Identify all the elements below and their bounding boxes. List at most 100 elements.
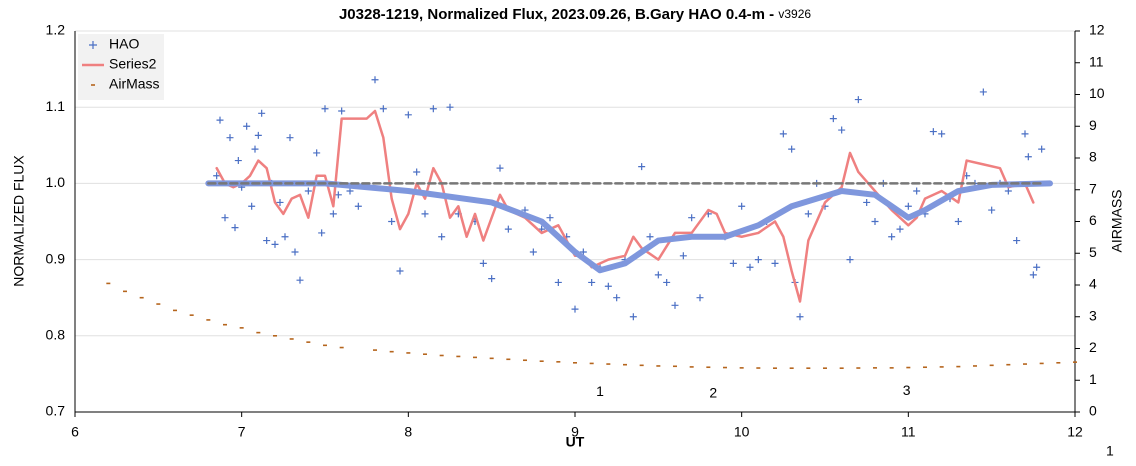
data-point	[796, 313, 804, 321]
data-point	[258, 109, 266, 117]
x-tick-label: 10	[734, 424, 750, 440]
page-number: 1	[1106, 443, 1114, 459]
data-point	[254, 131, 262, 139]
data-point	[863, 198, 871, 206]
data-point	[1013, 237, 1021, 245]
data-point	[579, 248, 587, 256]
legend-label: Series2	[109, 56, 157, 72]
data-point	[871, 218, 879, 225]
legend-label: HAO	[109, 36, 139, 52]
legend-entry: Series2	[82, 56, 157, 72]
data-point	[251, 145, 259, 153]
data-point	[1004, 187, 1012, 195]
data-point	[838, 126, 846, 134]
data-point	[854, 96, 862, 104]
data-point	[231, 224, 239, 232]
data-point	[248, 202, 256, 210]
data-point	[371, 76, 379, 84]
title-main: J0328-1219, Normalized Flux, 2023.09.26,…	[339, 6, 778, 23]
data-point	[679, 252, 687, 260]
data-point	[979, 88, 987, 96]
data-point	[954, 218, 962, 225]
data-point	[729, 259, 737, 267]
data-point	[496, 164, 504, 172]
y-tick-label: 1.2	[46, 22, 66, 38]
y2-tick-label: 9	[1089, 117, 1097, 133]
data-point	[221, 214, 229, 222]
y2-tick-label: 8	[1089, 149, 1097, 165]
data-point	[396, 267, 404, 275]
data-point	[313, 149, 321, 157]
y2-tick-label: 3	[1089, 307, 1097, 323]
annotation: 2	[709, 384, 717, 400]
data-point	[604, 282, 612, 290]
data-point	[888, 233, 896, 241]
y2-axis-label: AIRMASS	[1109, 189, 1125, 252]
title-suffix: v3926	[778, 7, 811, 21]
annotation: 3	[903, 382, 911, 398]
data-point	[263, 237, 271, 245]
legend-label: AirMass	[109, 76, 160, 92]
data-point	[671, 301, 679, 309]
data-point	[243, 122, 251, 130]
y-tick-label: 1.1	[46, 98, 66, 114]
data-point	[688, 214, 696, 222]
legend-symbol	[89, 41, 97, 49]
data-point	[421, 210, 429, 218]
data-point	[296, 276, 304, 284]
x-tick-label: 9	[571, 424, 579, 440]
x-tick-label: 8	[404, 424, 412, 440]
data-point	[321, 105, 329, 113]
annotation: 1	[596, 383, 604, 399]
x-tick-label: 6	[71, 424, 79, 440]
y2-tick-label: 1	[1089, 371, 1097, 387]
data-point	[638, 163, 646, 171]
data-point	[488, 275, 496, 283]
data-point	[291, 248, 299, 256]
data-point	[913, 187, 921, 195]
y2-tick-label: 7	[1089, 180, 1097, 196]
data-point	[276, 198, 284, 206]
data-point	[629, 313, 637, 321]
data-point	[304, 187, 312, 195]
data-point	[529, 248, 537, 256]
data-point	[329, 210, 337, 218]
legend-entry: HAO	[89, 36, 139, 52]
data-point	[1021, 130, 1029, 138]
data-point	[504, 225, 512, 233]
data-point	[1038, 145, 1046, 153]
y-tick-label: 0.9	[46, 250, 66, 266]
data-point	[663, 278, 671, 286]
data-point	[429, 105, 437, 113]
data-point	[404, 111, 412, 119]
data-point	[413, 168, 421, 176]
y2-tick-label: 11	[1089, 53, 1104, 69]
data-point	[234, 157, 242, 165]
data-point	[216, 116, 224, 124]
data-point	[479, 259, 487, 267]
data-point	[779, 130, 787, 138]
y-axis-label: NORMALIZED FLUX	[11, 155, 27, 287]
data-point	[388, 218, 396, 225]
data-point	[438, 233, 446, 241]
y2-tick-label: 6	[1089, 212, 1097, 228]
data-point	[804, 210, 812, 218]
chart-title: J0328-1219, Normalized Flux, 2023.09.26,…	[339, 6, 811, 23]
y2-tick-label: 12	[1089, 22, 1105, 38]
y2-tick-label: 4	[1089, 276, 1097, 292]
trend-line	[205, 180, 1053, 274]
y-tick-label: 0.8	[46, 327, 66, 343]
data-point	[938, 130, 946, 138]
data-point	[988, 206, 996, 214]
data-point	[354, 202, 362, 210]
y2-tick-label: 0	[1089, 403, 1097, 419]
data-point	[554, 278, 562, 286]
data-point	[281, 233, 289, 241]
data-point	[929, 128, 937, 136]
data-point	[1033, 263, 1041, 271]
data-point	[318, 229, 326, 237]
y2-tick-label: 2	[1089, 339, 1097, 355]
data-point	[788, 145, 796, 153]
